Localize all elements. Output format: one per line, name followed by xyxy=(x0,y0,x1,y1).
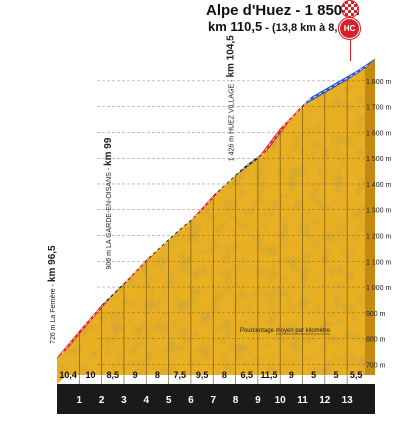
location-annotation: 906 m LA GARDE-EN-OISANS - km 99 xyxy=(103,137,114,269)
km-strip xyxy=(57,384,375,414)
gradient-label: 5,5 xyxy=(350,370,363,380)
gradient-label: 9 xyxy=(289,370,294,380)
climb-length-gradient: (13,8 km à 8,1%) xyxy=(272,22,358,34)
km-tick-label: 12 xyxy=(319,395,331,406)
gradient-label: 6,5 xyxy=(240,370,253,380)
ridge-centerline xyxy=(61,63,371,354)
y-tick-label: 1 200 m xyxy=(366,234,391,241)
mountain-area xyxy=(57,59,375,384)
gradient-label: 8 xyxy=(155,370,160,380)
location-km: km 96,5 xyxy=(47,245,58,282)
y-tick-label: 1 700 m xyxy=(366,105,391,112)
km-tick-label: 9 xyxy=(255,395,261,406)
gradient-label: 10 xyxy=(85,370,95,380)
gradient-note: Pourcentage moyen par kilomètre xyxy=(240,328,331,334)
y-tick-label: 1 000 m xyxy=(366,285,391,292)
gradient-label: 5 xyxy=(311,370,316,380)
km-tick-label: 5 xyxy=(166,395,172,406)
km-tick-label: 8 xyxy=(233,395,239,406)
subtitle-separator: - xyxy=(265,22,273,34)
y-tick-label: 1 800 m xyxy=(366,79,391,86)
y-tick-label: 1 600 m xyxy=(366,130,391,137)
y-tick-label: 800 m xyxy=(366,337,386,344)
km-tick-label: 6 xyxy=(188,395,194,406)
mountain-side-face xyxy=(365,59,375,384)
y-tick-label: 1 100 m xyxy=(366,259,391,266)
km-tick-label: 7 xyxy=(210,395,216,406)
gradient-label: 9,5 xyxy=(196,370,209,380)
km-tick-label: 13 xyxy=(342,395,354,406)
location-altitude: 1 426 m HUEZ VILLAGE - km 104,5 xyxy=(226,35,237,161)
gradient-label: 10,4 xyxy=(59,370,77,380)
category-badge: HC xyxy=(340,19,359,38)
title-separator: - xyxy=(295,2,305,19)
y-tick-label: 700 m xyxy=(366,362,386,369)
gradient-label: 7,5 xyxy=(173,370,186,380)
y-tick-label: 1 300 m xyxy=(366,208,391,215)
finish-line-marker xyxy=(350,39,351,61)
km-tick-label: 1 xyxy=(77,395,83,406)
km-tick-label: 2 xyxy=(99,395,105,406)
climb-name: Alpe d'Huez xyxy=(206,2,292,19)
gradient-label: 8,5 xyxy=(107,370,120,380)
gradient-label: 11,5 xyxy=(261,370,278,380)
location-annotation: 1 426 m HUEZ VILLAGE - km 104,5 xyxy=(226,35,237,161)
gradient-label: 5 xyxy=(333,370,338,380)
location-altitude: 726 m La Ferrière - km 96,5 xyxy=(47,245,58,344)
y-tick-label: 900 m xyxy=(366,311,386,318)
km-tick-label: 10 xyxy=(275,395,287,406)
location-altitude: 906 m LA GARDE-EN-OISANS - km 99 xyxy=(103,137,114,269)
km-tick-label: 11 xyxy=(297,395,308,406)
location-km: km 104,5 xyxy=(226,35,237,78)
gradient-label: 8 xyxy=(222,370,227,380)
km-tick-label: 3 xyxy=(121,395,127,406)
y-tick-label: 1 500 m xyxy=(366,156,391,163)
location-km: km 99 xyxy=(103,137,114,166)
chart-subtitle: km 110,5 - (13,8 km à 8,1%) xyxy=(208,19,357,34)
km-tick-label: 4 xyxy=(143,395,149,406)
location-annotation: 726 m La Ferrière - km 96,5 xyxy=(47,245,58,344)
summit-km: km 110,5 xyxy=(208,19,263,34)
gradient-label: 9 xyxy=(133,370,138,380)
y-tick-label: 1 400 m xyxy=(366,182,391,189)
